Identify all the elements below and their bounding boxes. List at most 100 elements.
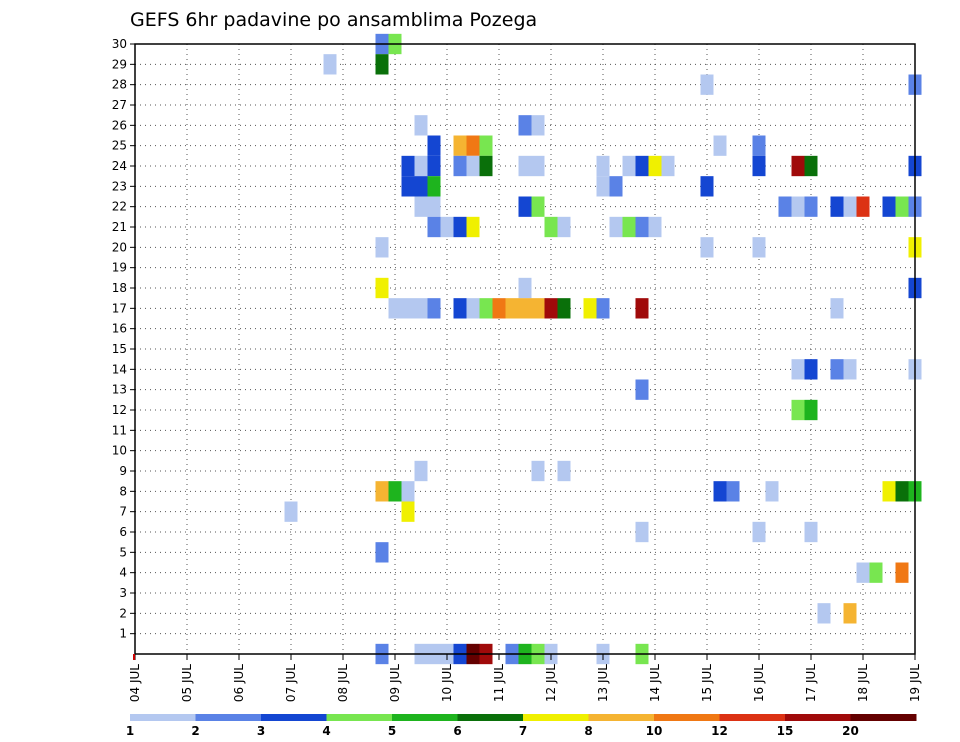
data-cell bbox=[791, 359, 805, 380]
y-tick-label: 20 bbox=[112, 240, 127, 254]
x-tick-label: 05 JUL bbox=[180, 664, 194, 702]
data-cell bbox=[375, 481, 389, 502]
colorbar-swatch bbox=[588, 714, 655, 721]
x-tick-label: 17 JUL bbox=[804, 664, 818, 702]
data-cell bbox=[427, 135, 441, 156]
data-cell bbox=[843, 359, 857, 380]
data-cell bbox=[375, 237, 389, 258]
colorbar-label: 15 bbox=[777, 724, 794, 738]
data-cell bbox=[791, 399, 805, 421]
data-cell bbox=[401, 298, 415, 319]
colorbar-swatch bbox=[719, 714, 786, 721]
data-cell bbox=[518, 155, 532, 177]
data-cell bbox=[557, 460, 571, 482]
data-cell bbox=[661, 155, 675, 177]
y-tick-label: 14 bbox=[112, 362, 127, 376]
y-tick-label: 9 bbox=[119, 464, 127, 478]
data-cell bbox=[414, 196, 428, 217]
x-tick-label: 14 JUL bbox=[648, 664, 662, 702]
data-cell bbox=[518, 115, 532, 136]
data-cell bbox=[466, 216, 480, 238]
data-cell bbox=[375, 277, 389, 299]
data-cell bbox=[609, 216, 623, 238]
data-cell bbox=[414, 176, 428, 197]
data-cell bbox=[882, 481, 896, 502]
y-tick-label: 17 bbox=[112, 301, 127, 315]
y-tick-label: 19 bbox=[112, 261, 127, 275]
data-cell bbox=[414, 298, 428, 319]
y-tick-label: 25 bbox=[112, 139, 127, 153]
colorbar-label: 2 bbox=[191, 724, 199, 738]
data-cell bbox=[544, 216, 558, 238]
data-cell bbox=[817, 603, 831, 624]
data-cell bbox=[596, 155, 610, 177]
data-cell bbox=[843, 196, 857, 217]
data-cell bbox=[804, 399, 818, 421]
data-cell bbox=[531, 155, 545, 177]
data-cell bbox=[479, 298, 493, 319]
data-cell bbox=[830, 196, 844, 217]
data-cell bbox=[596, 298, 610, 319]
data-cell bbox=[414, 115, 428, 136]
data-cell bbox=[830, 359, 844, 380]
data-cell bbox=[791, 155, 805, 177]
data-cell bbox=[882, 196, 896, 217]
colorbar-swatch bbox=[195, 714, 262, 721]
x-tick-label: 08 JUL bbox=[336, 664, 350, 702]
data-cell bbox=[752, 237, 766, 258]
data-cell bbox=[635, 216, 649, 238]
data-cell bbox=[505, 298, 519, 319]
data-cell bbox=[531, 196, 545, 217]
y-tick-label: 2 bbox=[119, 606, 127, 620]
y-tick-label: 6 bbox=[119, 525, 127, 539]
data-cell bbox=[700, 237, 714, 258]
y-tick-label: 23 bbox=[112, 179, 127, 193]
data-cell bbox=[804, 196, 818, 217]
data-cell bbox=[726, 481, 740, 502]
data-cell bbox=[635, 379, 649, 400]
colorbar-swatch bbox=[457, 714, 524, 721]
data-cell bbox=[466, 135, 480, 156]
data-cell bbox=[804, 155, 818, 177]
data-cell bbox=[518, 298, 532, 319]
colorbar-swatch bbox=[261, 714, 327, 721]
data-cell bbox=[479, 155, 493, 177]
data-cell bbox=[804, 521, 818, 543]
x-tick-label: 19 JUL bbox=[908, 664, 922, 702]
y-tick-label: 3 bbox=[119, 586, 127, 600]
grid-lines bbox=[135, 44, 915, 654]
colorbar-label: 4 bbox=[322, 724, 330, 738]
y-tick-label: 21 bbox=[112, 220, 127, 234]
data-cell bbox=[557, 298, 571, 319]
data-cell bbox=[427, 216, 441, 238]
x-tick-label: 18 JUL bbox=[856, 664, 870, 702]
data-cell bbox=[752, 155, 766, 177]
data-cell bbox=[700, 176, 714, 197]
data-cell bbox=[791, 196, 805, 217]
data-cell bbox=[466, 155, 480, 177]
data-cell bbox=[453, 216, 467, 238]
data-cell bbox=[414, 155, 428, 177]
data-cell bbox=[778, 196, 792, 217]
data-cell bbox=[843, 603, 857, 624]
data-cell bbox=[479, 135, 493, 156]
data-cell bbox=[401, 501, 415, 522]
data-cell bbox=[583, 298, 597, 319]
data-cell bbox=[635, 155, 649, 177]
data-cell bbox=[609, 176, 623, 197]
data-cell bbox=[531, 115, 545, 136]
data-cell bbox=[713, 481, 727, 502]
x-tick-label: 04 JUL bbox=[128, 664, 142, 702]
data-cell bbox=[388, 298, 402, 319]
data-cell bbox=[765, 481, 779, 502]
colorbar-label: 6 bbox=[453, 724, 461, 738]
data-cell bbox=[635, 298, 649, 319]
colorbar-swatch bbox=[785, 714, 851, 721]
y-tick-label: 13 bbox=[112, 383, 127, 397]
data-cell bbox=[427, 196, 441, 217]
data-cell bbox=[388, 481, 402, 502]
y-tick-label: 15 bbox=[112, 342, 127, 356]
data-cell bbox=[596, 176, 610, 197]
y-tick-label: 1 bbox=[119, 627, 127, 641]
data-cell bbox=[700, 74, 714, 95]
